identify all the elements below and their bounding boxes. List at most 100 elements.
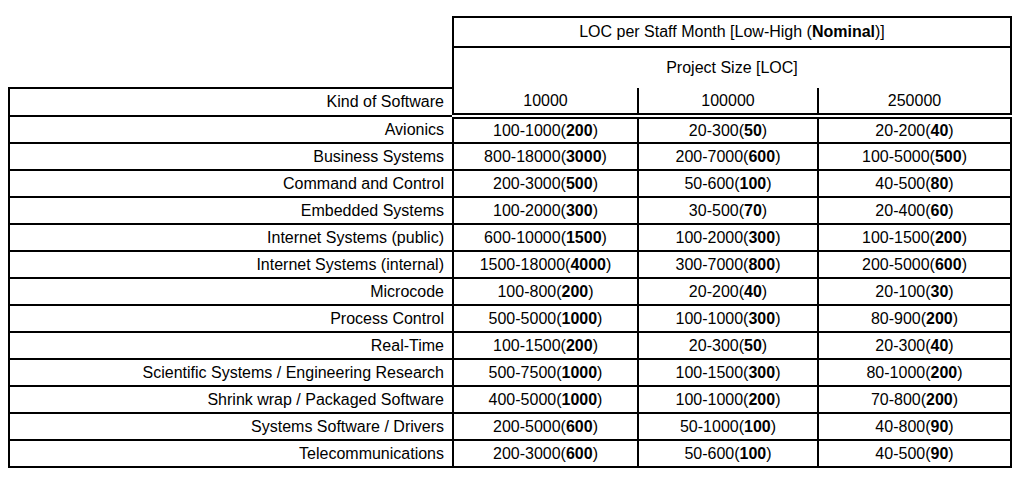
close-paren: ) xyxy=(953,391,958,408)
low-high-range: 100-800( xyxy=(497,283,561,300)
nominal-value: 200 xyxy=(926,391,953,408)
close-paren: ) xyxy=(775,310,780,327)
row-label: Systems Software / Drivers xyxy=(9,413,453,440)
value-cell: 70-800(200) xyxy=(818,386,1011,413)
row-label: Telecommunications xyxy=(9,440,453,467)
close-paren: ) xyxy=(948,283,953,300)
value-cell: 20-200(40) xyxy=(638,278,818,305)
nominal-value: 200 xyxy=(931,364,958,381)
kind-of-software-header: Kind of Software xyxy=(9,88,453,116)
nominal-value: 40 xyxy=(931,337,949,354)
low-high-range: 300-7000( xyxy=(676,256,749,273)
value-cell: 100-1000(200) xyxy=(638,386,818,413)
low-high-range: 20-100( xyxy=(875,283,930,300)
close-paren: ) xyxy=(597,391,602,408)
table-row: Internet Systems (internal)1500-18000(40… xyxy=(9,251,1011,278)
nominal-value: 100 xyxy=(740,445,767,462)
row-label: Process Control xyxy=(9,305,453,332)
nominal-value: 60 xyxy=(931,202,949,219)
low-high-range: 100-5000( xyxy=(862,148,935,165)
low-high-range: 500-5000( xyxy=(489,310,562,327)
low-high-range: 400-5000( xyxy=(489,391,562,408)
row-label: Command and Control xyxy=(9,170,453,197)
low-high-range: 200-7000( xyxy=(676,148,749,165)
table-body: Avionics100-1000(200)20-300(50)20-200(40… xyxy=(9,116,1011,467)
close-paren: ) xyxy=(606,256,611,273)
table-title-prefix: LOC per Staff Month [Low-High ( xyxy=(579,23,812,40)
low-high-range: 40-500( xyxy=(875,445,930,462)
table-row: Real-Time100-1500(200)20-300(50)20-300(4… xyxy=(9,332,1011,359)
low-high-range: 100-1500( xyxy=(493,337,566,354)
value-cell: 200-5000(600) xyxy=(453,413,638,440)
table-row: Embedded Systems100-2000(300)30-500(70)2… xyxy=(9,197,1011,224)
value-cell: 100-2000(300) xyxy=(638,224,818,251)
value-cell: 40-800(90) xyxy=(818,413,1011,440)
value-cell: 100-800(200) xyxy=(453,278,638,305)
low-high-range: 100-1500( xyxy=(862,229,935,246)
close-paren: ) xyxy=(593,122,598,139)
row-label: Business Systems xyxy=(9,143,453,170)
low-high-range: 20-300( xyxy=(689,337,744,354)
table-title-suffix: )] xyxy=(875,23,885,40)
nominal-value: 600 xyxy=(566,445,593,462)
nominal-value: 90 xyxy=(931,418,949,435)
close-paren: ) xyxy=(948,337,953,354)
row-label: Shrink wrap / Packaged Software xyxy=(9,386,453,413)
project-size-header: Project Size [LOC] xyxy=(453,47,1011,88)
value-cell: 500-5000(1000) xyxy=(453,305,638,332)
nominal-value: 300 xyxy=(748,364,775,381)
nominal-value: 200 xyxy=(935,229,962,246)
nominal-value: 40 xyxy=(931,122,949,139)
value-cell: 200-5000(600) xyxy=(818,251,1011,278)
nominal-value: 90 xyxy=(931,445,949,462)
close-paren: ) xyxy=(962,148,967,165)
low-high-range: 600-10000( xyxy=(484,229,566,246)
low-high-range: 200-5000( xyxy=(493,418,566,435)
loc-per-staff-month-table: LOC per Staff Month [Low-High (Nominal)]… xyxy=(8,16,1012,468)
close-paren: ) xyxy=(948,175,953,192)
low-high-range: 100-2000( xyxy=(493,202,566,219)
value-cell: 100-5000(500) xyxy=(818,143,1011,170)
low-high-range: 20-300( xyxy=(875,337,930,354)
low-high-range: 100-1500( xyxy=(676,364,749,381)
nominal-value: 200 xyxy=(566,337,593,354)
close-paren: ) xyxy=(597,310,602,327)
close-paren: ) xyxy=(593,445,598,462)
low-high-range: 20-400( xyxy=(875,202,930,219)
column-header-row: Kind of Software 10000 100000 250000 xyxy=(9,88,1011,116)
value-cell: 80-900(200) xyxy=(818,305,1011,332)
low-high-range: 50-600( xyxy=(684,445,739,462)
low-high-range: 70-800( xyxy=(871,391,926,408)
close-paren: ) xyxy=(948,418,953,435)
close-paren: ) xyxy=(962,229,967,246)
nominal-value: 600 xyxy=(935,256,962,273)
low-high-range: 200-3000( xyxy=(493,445,566,462)
table-row: Scientific Systems / Engineering Researc… xyxy=(9,359,1011,386)
value-cell: 20-300(50) xyxy=(638,332,818,359)
close-paren: ) xyxy=(602,148,607,165)
value-cell: 30-500(70) xyxy=(638,197,818,224)
low-high-range: 80-1000( xyxy=(866,364,930,381)
nominal-value: 800 xyxy=(748,256,775,273)
row-label: Scientific Systems / Engineering Researc… xyxy=(9,359,453,386)
row-label: Embedded Systems xyxy=(9,197,453,224)
close-paren: ) xyxy=(766,175,771,192)
value-cell: 80-1000(200) xyxy=(818,359,1011,386)
value-cell: 100-1500(300) xyxy=(638,359,818,386)
low-high-range: 100-1000( xyxy=(676,391,749,408)
table-row: Business Systems800-18000(3000)200-7000(… xyxy=(9,143,1011,170)
close-paren: ) xyxy=(593,337,598,354)
value-cell: 20-200(40) xyxy=(818,116,1011,143)
close-paren: ) xyxy=(775,148,780,165)
close-paren: ) xyxy=(775,364,780,381)
nominal-value: 200 xyxy=(566,122,593,139)
row-label: Internet Systems (internal) xyxy=(9,251,453,278)
nominal-value: 600 xyxy=(748,148,775,165)
low-high-range: 200-5000( xyxy=(862,256,935,273)
value-cell: 400-5000(1000) xyxy=(453,386,638,413)
column-header-100000: 100000 xyxy=(638,88,818,116)
nominal-value: 30 xyxy=(931,283,949,300)
close-paren: ) xyxy=(953,310,958,327)
subtitle-row: Project Size [LOC] xyxy=(9,47,1011,88)
column-header-10000: 10000 xyxy=(453,88,638,116)
